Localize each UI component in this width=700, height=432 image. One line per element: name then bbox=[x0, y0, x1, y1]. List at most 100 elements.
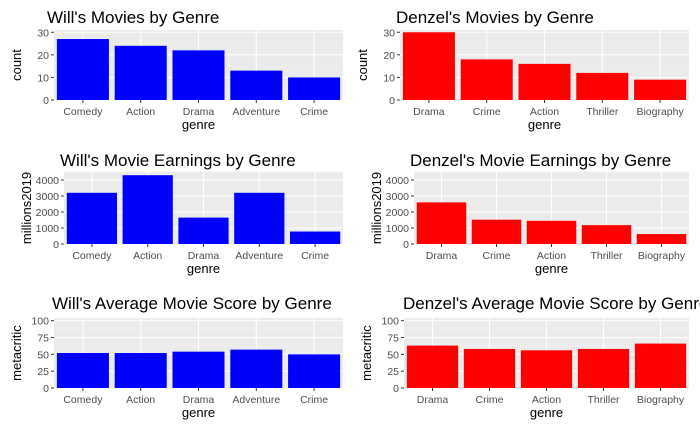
x-tick-label: Crime bbox=[300, 394, 328, 406]
y-tick-label: 75 bbox=[387, 333, 399, 345]
y-tick-label: 50 bbox=[387, 349, 399, 361]
x-axis-title: genre bbox=[182, 117, 215, 132]
x-tick-label: Action bbox=[537, 250, 566, 262]
x-tick-label: Adventure bbox=[232, 394, 280, 406]
bar-comedy bbox=[56, 39, 109, 100]
bar-action bbox=[114, 45, 167, 100]
x-tick-label: Comedy bbox=[63, 394, 103, 406]
bar-crime bbox=[471, 219, 522, 244]
chart-title: Denzel's Average Movie Score by Genre bbox=[403, 294, 700, 313]
y-axis-title: count bbox=[355, 49, 370, 81]
bar-biography bbox=[636, 234, 687, 244]
y-tick-label: 0 bbox=[53, 239, 59, 251]
y-tick-label: 50 bbox=[37, 349, 49, 361]
x-tick-label: Drama bbox=[183, 106, 215, 118]
y-axis-title: metacritic bbox=[359, 325, 374, 381]
y-axis-title: millions2019 bbox=[19, 172, 34, 244]
x-tick-label: Drama bbox=[413, 106, 445, 118]
bar-crime bbox=[288, 77, 341, 100]
y-tick-label: 20 bbox=[383, 50, 395, 62]
bar-action bbox=[518, 63, 571, 100]
y-tick-label: 4000 bbox=[386, 175, 410, 187]
bar-adventure bbox=[230, 349, 283, 388]
x-axis-title: genre bbox=[535, 261, 568, 276]
bar-crime bbox=[463, 348, 516, 388]
bar-thriller bbox=[576, 72, 629, 100]
chart-1: 0 10 20 30 Comedy Action Drama Adventure Crime ge… bbox=[9, 8, 343, 132]
y-tick-label: 30 bbox=[383, 27, 395, 39]
y-tick-label: 0 bbox=[403, 239, 409, 251]
y-axis-title: millions2019 bbox=[369, 172, 384, 244]
y-tick-label: 100 bbox=[31, 316, 49, 328]
bar-crime bbox=[288, 354, 341, 388]
x-tick-label: Adventure bbox=[235, 250, 283, 262]
x-tick-label: Thriller bbox=[587, 394, 620, 406]
x-axis-title: genre bbox=[187, 261, 220, 276]
x-tick-label: Crime bbox=[473, 106, 501, 118]
bar-action bbox=[122, 175, 173, 244]
y-tick-label: 0 bbox=[43, 95, 49, 107]
bar-action bbox=[526, 220, 577, 244]
y-tick-label: 25 bbox=[387, 366, 399, 378]
y-tick-label: 30 bbox=[37, 27, 49, 39]
bar-biography bbox=[634, 343, 687, 388]
chart-6: 0 25 50 75 100 Drama Crime Action Thriller Biogra… bbox=[359, 294, 700, 420]
y-tick-label: 25 bbox=[37, 366, 49, 378]
y-tick-label: 2000 bbox=[36, 207, 60, 219]
x-tick-label: Drama bbox=[417, 394, 449, 406]
chart-2: 0 10 20 30 Drama Crime Action Thriller Biography… bbox=[355, 8, 689, 132]
y-axis-title: count bbox=[9, 49, 24, 81]
y-tick-label: 1000 bbox=[386, 223, 410, 235]
x-tick-label: Action bbox=[133, 250, 162, 262]
x-tick-label: Biography bbox=[636, 106, 684, 118]
charts-root: 0 10 20 30 Comedy Action Drama Adventure Crime ge… bbox=[9, 8, 700, 420]
x-tick-label: Action bbox=[530, 106, 559, 118]
bar-adventure bbox=[230, 70, 283, 100]
x-tick-label: Drama bbox=[426, 250, 458, 262]
x-axis-title: genre bbox=[182, 405, 215, 420]
bar-drama bbox=[172, 351, 225, 388]
y-tick-label: 10 bbox=[37, 72, 49, 84]
bar-action bbox=[520, 350, 573, 388]
bar-biography bbox=[634, 79, 687, 100]
bar-thriller bbox=[581, 225, 632, 244]
bar-drama bbox=[172, 50, 225, 100]
x-axis-title: genre bbox=[530, 405, 563, 420]
bar-drama bbox=[406, 345, 459, 388]
x-tick-label: Crime bbox=[476, 394, 504, 406]
chart-title: Will's Movie Earnings by Genre bbox=[60, 151, 296, 170]
x-tick-label: Drama bbox=[188, 250, 220, 262]
chart-4: 0 1000 2000 3000 4000 Drama Crime Action Thrille… bbox=[369, 151, 689, 276]
chart-5: 0 25 50 75 100 Comedy Action Drama Adventure Crim… bbox=[9, 294, 343, 420]
x-tick-label: Crime bbox=[301, 250, 329, 262]
x-tick-label: Action bbox=[126, 394, 155, 406]
bar-adventure bbox=[234, 192, 285, 244]
bar-drama bbox=[178, 217, 229, 244]
y-tick-label: 75 bbox=[37, 333, 49, 345]
chart-title: Denzel's Movie Earnings by Genre bbox=[410, 151, 671, 170]
y-axis-title: metacritic bbox=[9, 325, 24, 381]
y-tick-label: 0 bbox=[393, 383, 399, 395]
y-tick-label: 20 bbox=[37, 50, 49, 62]
x-tick-label: Comedy bbox=[63, 106, 103, 118]
y-tick-label: 10 bbox=[383, 72, 395, 84]
bar-crime bbox=[460, 59, 513, 100]
x-axis-title: genre bbox=[528, 117, 561, 132]
x-tick-label: Thriller bbox=[586, 106, 619, 118]
x-tick-label: Action bbox=[126, 106, 155, 118]
x-tick-label: Thriller bbox=[590, 250, 623, 262]
x-tick-label: Drama bbox=[183, 394, 215, 406]
bar-crime bbox=[289, 231, 341, 244]
bar-drama bbox=[416, 202, 467, 244]
y-tick-label: 2000 bbox=[386, 207, 410, 219]
y-tick-label: 100 bbox=[381, 316, 399, 328]
x-tick-label: Adventure bbox=[232, 106, 280, 118]
bar-drama bbox=[402, 32, 455, 100]
chart-title: Will's Movies by Genre bbox=[47, 8, 219, 27]
y-tick-label: 1000 bbox=[36, 223, 60, 235]
bar-thriller bbox=[577, 348, 630, 388]
y-tick-label: 3000 bbox=[386, 191, 410, 203]
bar-comedy bbox=[66, 192, 118, 244]
bar-action bbox=[114, 353, 167, 388]
